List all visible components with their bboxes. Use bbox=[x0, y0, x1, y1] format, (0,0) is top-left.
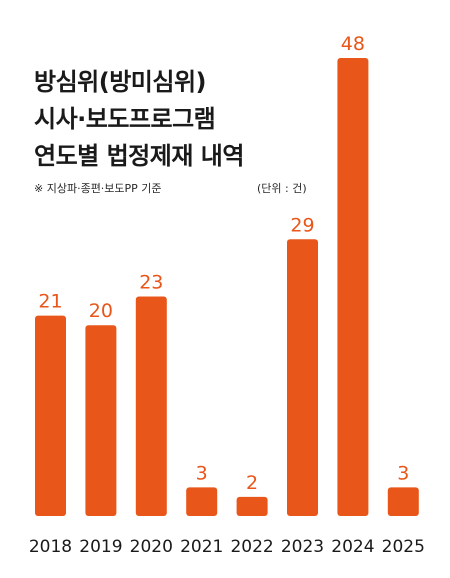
bar-2023 bbox=[287, 239, 318, 517]
bar-2018 bbox=[35, 315, 66, 516]
category-label-2024: 2024 bbox=[331, 537, 374, 557]
bar-2019 bbox=[85, 325, 117, 516]
chart-unit: (단위 : 건) bbox=[257, 182, 307, 195]
value-label-2022: 2 bbox=[246, 472, 258, 494]
bar-2020 bbox=[135, 296, 167, 516]
category-label-2025: 2025 bbox=[382, 537, 425, 557]
title-line-2: 시사·보도프로그램 bbox=[34, 105, 216, 133]
bar-2021 bbox=[186, 487, 218, 516]
title-line-1: 방심위(방미심위) bbox=[34, 68, 206, 96]
bar-2022 bbox=[236, 496, 268, 516]
chart-title: 방심위(방미심위) 시사·보도프로그램 연도별 법정제재 내역 bbox=[34, 64, 244, 175]
category-label-2018: 2018 bbox=[29, 537, 72, 557]
value-label-2023: 29 bbox=[290, 214, 314, 236]
title-line-3: 연도별 법정제재 내역 bbox=[34, 142, 244, 170]
category-label-2023: 2023 bbox=[281, 537, 324, 557]
bar-2025 bbox=[387, 487, 419, 516]
value-label-2021: 3 bbox=[196, 462, 208, 484]
value-label-2024: 48 bbox=[341, 33, 365, 55]
value-label-2025: 3 bbox=[397, 462, 409, 484]
category-label-2020: 2020 bbox=[130, 537, 173, 557]
category-label-2022: 2022 bbox=[230, 537, 273, 557]
chart-note: ※ 지상파·종편·보도PP 기준 bbox=[34, 182, 162, 195]
category-label-2019: 2019 bbox=[79, 537, 122, 557]
value-label-2019: 20 bbox=[89, 300, 113, 322]
category-label-2021: 2021 bbox=[180, 537, 223, 557]
value-label-2020: 23 bbox=[139, 272, 163, 294]
bar-2024 bbox=[337, 58, 369, 516]
value-label-2018: 21 bbox=[38, 291, 62, 313]
